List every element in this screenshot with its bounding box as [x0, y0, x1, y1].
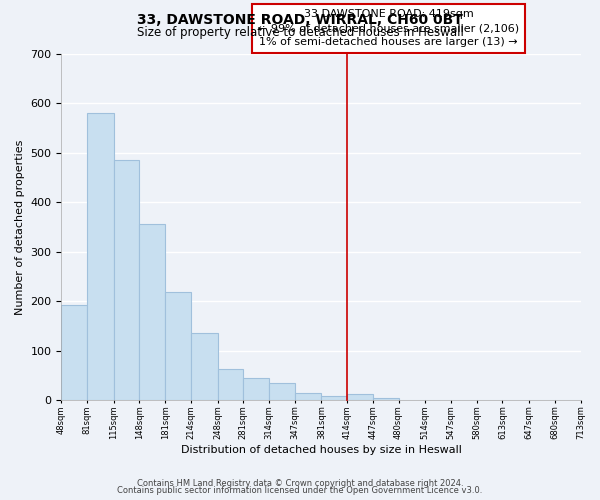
Bar [218, 369, 243, 400]
X-axis label: Distribution of detached houses by size in Heswall: Distribution of detached houses by size … [181, 445, 461, 455]
Bar [243, 378, 269, 400]
Bar [165, 292, 191, 400]
Bar [347, 394, 373, 400]
Bar [269, 382, 295, 400]
Y-axis label: Number of detached properties: Number of detached properties [15, 140, 25, 314]
Bar [322, 396, 347, 400]
Text: Contains public sector information licensed under the Open Government Licence v3: Contains public sector information licen… [118, 486, 482, 495]
Bar [373, 398, 398, 400]
Bar [114, 160, 139, 400]
Text: Contains HM Land Registry data © Crown copyright and database right 2024.: Contains HM Land Registry data © Crown c… [137, 478, 463, 488]
Text: 33, DAWSTONE ROAD, WIRRAL, CH60 0BT: 33, DAWSTONE ROAD, WIRRAL, CH60 0BT [137, 12, 463, 26]
Bar [295, 392, 322, 400]
Bar [139, 224, 165, 400]
Text: 33 DAWSTONE ROAD: 419sqm
← 99% of detached houses are smaller (2,106)
1% of semi: 33 DAWSTONE ROAD: 419sqm ← 99% of detach… [258, 9, 519, 47]
Text: Size of property relative to detached houses in Heswall: Size of property relative to detached ho… [137, 26, 463, 39]
Bar [87, 114, 114, 400]
Bar [61, 304, 87, 400]
Bar [191, 334, 218, 400]
